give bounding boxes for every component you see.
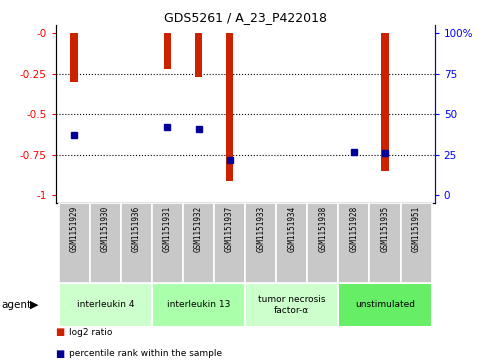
Bar — [339, 283, 432, 327]
Text: GSM1151937: GSM1151937 — [225, 206, 234, 252]
Title: GDS5261 / A_23_P422018: GDS5261 / A_23_P422018 — [164, 11, 327, 24]
Bar — [276, 203, 307, 283]
Text: GSM1151934: GSM1151934 — [287, 206, 296, 252]
Bar — [71, 33, 78, 82]
Text: ■: ■ — [56, 327, 65, 337]
Text: GSM1151929: GSM1151929 — [70, 206, 79, 252]
Text: unstimulated: unstimulated — [355, 301, 415, 309]
Text: GSM1151931: GSM1151931 — [163, 206, 172, 252]
Text: GSM1151938: GSM1151938 — [318, 206, 327, 252]
Bar — [164, 33, 171, 69]
Text: GSM1151933: GSM1151933 — [256, 206, 265, 252]
Text: GSM1151935: GSM1151935 — [381, 206, 389, 252]
Text: GSM1151951: GSM1151951 — [412, 206, 421, 252]
Bar — [400, 203, 432, 283]
Bar — [183, 203, 214, 283]
Text: percentile rank within the sample: percentile rank within the sample — [69, 350, 222, 358]
Bar — [58, 203, 90, 283]
Text: GSM1151936: GSM1151936 — [132, 206, 141, 252]
Bar — [195, 33, 202, 77]
Text: log2 ratio: log2 ratio — [69, 328, 113, 337]
Bar — [369, 203, 400, 283]
Text: interleukin 4: interleukin 4 — [76, 301, 134, 309]
Bar — [121, 203, 152, 283]
Bar — [245, 203, 276, 283]
Text: GSM1151930: GSM1151930 — [101, 206, 110, 252]
Bar — [90, 203, 121, 283]
Text: ■: ■ — [56, 349, 65, 359]
Bar — [245, 283, 339, 327]
Bar — [152, 283, 245, 327]
Bar — [58, 283, 152, 327]
Bar — [152, 203, 183, 283]
Bar — [214, 203, 245, 283]
Text: tumor necrosis
factor-α: tumor necrosis factor-α — [258, 295, 326, 315]
Text: ▶: ▶ — [30, 300, 39, 310]
Text: interleukin 13: interleukin 13 — [167, 301, 230, 309]
Text: GSM1151932: GSM1151932 — [194, 206, 203, 252]
Bar — [339, 203, 369, 283]
Bar — [307, 203, 339, 283]
Text: agent: agent — [1, 300, 31, 310]
Bar — [226, 33, 233, 181]
Text: GSM1151928: GSM1151928 — [349, 206, 358, 252]
Bar — [381, 33, 389, 171]
